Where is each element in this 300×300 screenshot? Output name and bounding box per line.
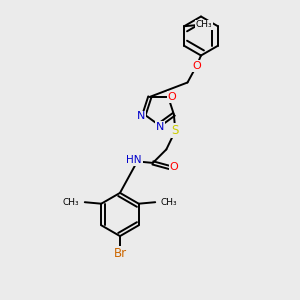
Text: HN: HN	[127, 155, 142, 165]
Text: O: O	[169, 162, 178, 172]
Text: CH₃: CH₃	[63, 198, 80, 207]
Text: CH₃: CH₃	[160, 198, 177, 207]
Text: Br: Br	[113, 247, 127, 260]
Text: N: N	[155, 122, 164, 132]
Text: S: S	[172, 124, 179, 137]
Text: CH₃: CH₃	[196, 20, 212, 29]
Text: N: N	[136, 111, 145, 122]
Text: O: O	[192, 61, 201, 71]
Text: O: O	[167, 92, 176, 102]
